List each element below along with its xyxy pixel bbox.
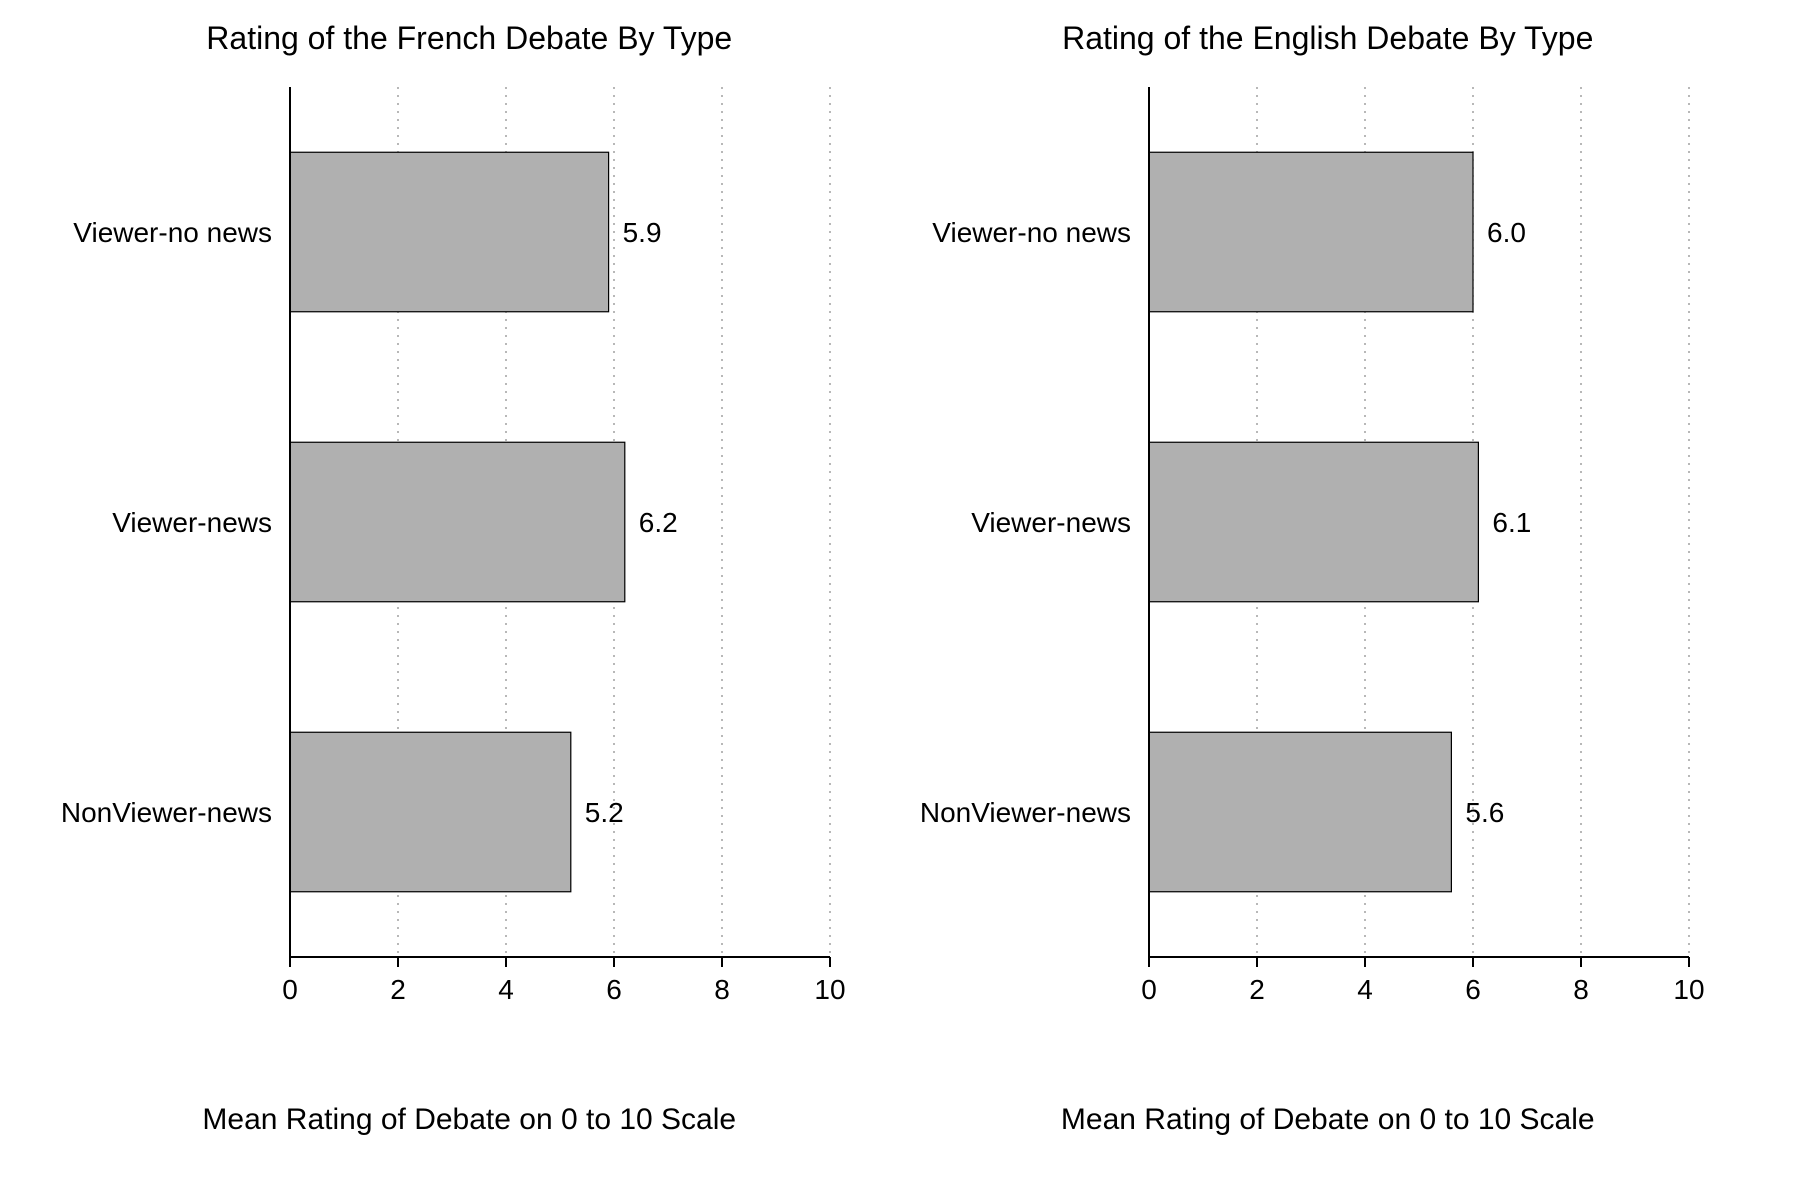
bar bbox=[1149, 152, 1473, 312]
x-tick-label: 8 bbox=[1573, 974, 1589, 1005]
x-tick-label: 0 bbox=[282, 974, 298, 1005]
value-label: 6.2 bbox=[639, 507, 678, 538]
x-tick-label: 4 bbox=[498, 974, 514, 1005]
x-tick-label: 2 bbox=[390, 974, 406, 1005]
category-label: Viewer-news bbox=[112, 507, 272, 538]
bar bbox=[290, 152, 609, 312]
chart-container: Rating of the French Debate By Type 5.9 V… bbox=[0, 0, 1797, 1197]
panel-french: Rating of the French Debate By Type 5.9 V… bbox=[60, 20, 879, 1137]
x-tick-label: 8 bbox=[714, 974, 730, 1005]
category-label: Viewer-no news bbox=[932, 217, 1131, 248]
chart-english: 6.0 Viewer-no news 6.1 Viewer-news 5.6 NonVie… bbox=[919, 77, 1738, 1095]
value-label: 5.6 bbox=[1465, 797, 1504, 828]
x-tick-label: 4 bbox=[1357, 974, 1373, 1005]
x-tick-label: 2 bbox=[1249, 974, 1265, 1005]
category-label: Viewer-news bbox=[971, 507, 1131, 538]
category-label: Viewer-no news bbox=[73, 217, 272, 248]
chart-svg-french: 5.9 Viewer-no news 6.2 Viewer-news 5.2 NonVie… bbox=[60, 77, 860, 1017]
value-label: 5.2 bbox=[585, 797, 624, 828]
chart-svg-english: 6.0 Viewer-no news 6.1 Viewer-news 5.6 NonVie… bbox=[919, 77, 1719, 1017]
x-tick-label: 0 bbox=[1141, 974, 1157, 1005]
bar bbox=[290, 732, 571, 892]
bar bbox=[1149, 442, 1478, 602]
bar bbox=[1149, 732, 1451, 892]
panel-title-english: Rating of the English Debate By Type bbox=[1062, 20, 1593, 57]
panel-english: Rating of the English Debate By Type 6.0… bbox=[919, 20, 1738, 1137]
x-tick-label: 6 bbox=[606, 974, 622, 1005]
panel-title-french: Rating of the French Debate By Type bbox=[206, 20, 732, 57]
value-label: 6.1 bbox=[1492, 507, 1531, 538]
xlabel-english: Mean Rating of Debate on 0 to 10 Scale bbox=[1061, 1103, 1595, 1137]
chart-french: 5.9 Viewer-no news 6.2 Viewer-news 5.2 NonVie… bbox=[60, 77, 879, 1095]
bar bbox=[290, 442, 625, 602]
x-tick-label: 10 bbox=[1673, 974, 1704, 1005]
category-label: NonViewer-news bbox=[61, 797, 272, 828]
value-label: 5.9 bbox=[623, 217, 662, 248]
category-label: NonViewer-news bbox=[919, 797, 1130, 828]
x-tick-label: 6 bbox=[1465, 974, 1481, 1005]
x-tick-label: 10 bbox=[814, 974, 845, 1005]
value-label: 6.0 bbox=[1487, 217, 1526, 248]
xlabel-french: Mean Rating of Debate on 0 to 10 Scale bbox=[202, 1103, 736, 1137]
